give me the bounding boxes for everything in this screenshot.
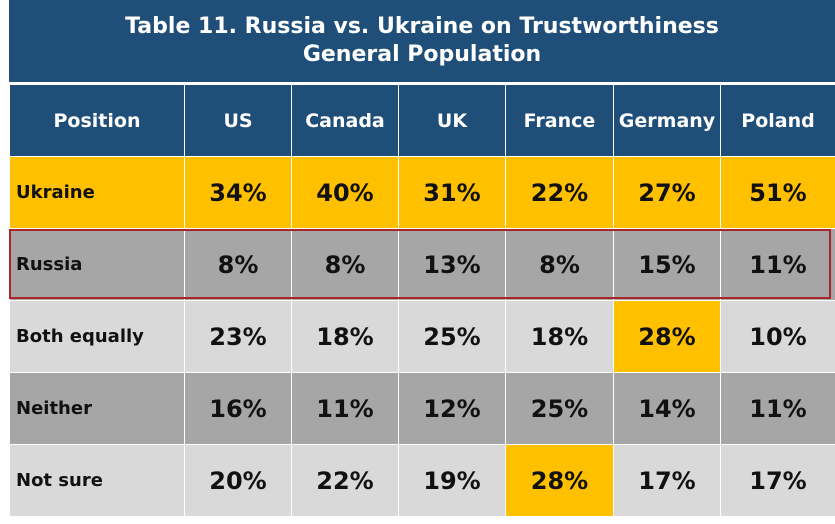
highlighted-cell-value: 28% (505, 444, 614, 517)
table-container: Table 11. Russia vs. Ukraine on Trustwor… (9, 0, 835, 520)
cell-value: 20% (184, 444, 292, 517)
row-label: Ukraine (9, 156, 185, 229)
row-label: Both equally (9, 300, 185, 373)
cell-value: 51% (720, 156, 835, 229)
cell-value: 13% (398, 228, 506, 301)
header-canada: Canada (291, 84, 399, 157)
cell-value: 8% (184, 228, 292, 301)
cell-value: 22% (291, 444, 399, 517)
cell-value: 17% (613, 444, 721, 517)
title-line-1: Table 11. Russia vs. Ukraine on Trustwor… (125, 14, 719, 39)
cell-value: 25% (505, 372, 614, 445)
cell-value: 23% (184, 300, 292, 373)
cell-value: 12% (398, 372, 506, 445)
header-germany: Germany (613, 84, 721, 157)
table-row: Ukraine 34% 40% 31% 22% 27% 51% (9, 156, 835, 229)
header-position: Position (9, 84, 185, 157)
cell-value: 18% (291, 300, 399, 373)
cell-value: 27% (613, 156, 721, 229)
cell-value: 11% (720, 228, 835, 301)
cell-value: 11% (291, 372, 399, 445)
header-poland: Poland (720, 84, 835, 157)
cell-value: 25% (398, 300, 506, 373)
cell-value: 10% (720, 300, 835, 373)
cell-value: 40% (291, 156, 399, 229)
cell-value: 31% (398, 156, 506, 229)
header-france: France (505, 84, 614, 157)
cell-value: 18% (505, 300, 614, 373)
cell-value: 16% (184, 372, 292, 445)
table-row: Neither 16% 11% 12% 25% 14% 11% (9, 372, 835, 445)
cell-value: 14% (613, 372, 721, 445)
table-row: Both equally 23% 18% 25% 18% 28% 10% (9, 300, 835, 373)
cell-value: 15% (613, 228, 721, 301)
row-label: Russia (9, 228, 185, 301)
cell-value: 19% (398, 444, 506, 517)
header-uk: UK (398, 84, 506, 157)
title-line-2: General Population (302, 42, 542, 67)
table-row: Russia 8% 8% 13% 8% 15% 11% (9, 228, 835, 301)
row-label: Neither (9, 372, 185, 445)
header-us: US (184, 84, 292, 157)
cell-value: 8% (505, 228, 614, 301)
table-row: Not sure 20% 22% 19% 28% 17% 17% (9, 444, 835, 517)
data-table: Position US Canada UK France Germany Pol… (9, 84, 835, 517)
cell-value: 8% (291, 228, 399, 301)
cell-value: 22% (505, 156, 614, 229)
cell-value: 11% (720, 372, 835, 445)
header-row: Position US Canada UK France Germany Pol… (9, 84, 835, 157)
row-label: Not sure (9, 444, 185, 517)
cell-value: 34% (184, 156, 292, 229)
highlighted-cell-value: 28% (613, 300, 721, 373)
cell-value: 17% (720, 444, 835, 517)
table-title: Table 11. Russia vs. Ukraine on Trustwor… (9, 0, 835, 84)
